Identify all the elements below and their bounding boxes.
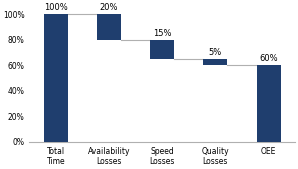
Bar — [44, 14, 68, 142]
Text: 5%: 5% — [209, 48, 222, 57]
Text: 15%: 15% — [153, 29, 171, 38]
Bar — [204, 59, 227, 65]
Text: 60%: 60% — [259, 54, 278, 63]
Bar — [150, 40, 174, 59]
Text: 20%: 20% — [100, 3, 118, 12]
Bar — [97, 14, 121, 40]
Bar — [257, 65, 281, 142]
Text: 100%: 100% — [44, 3, 68, 12]
